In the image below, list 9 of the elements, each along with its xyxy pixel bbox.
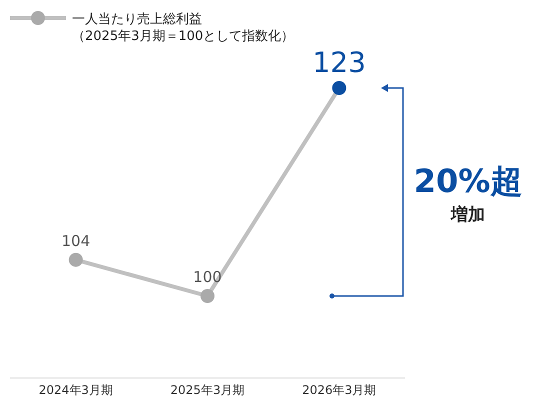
data-label: 100 — [193, 268, 222, 286]
text: 増加 — [450, 204, 485, 225]
x-tick-label: 2026年3月期 — [302, 383, 376, 397]
text: 20%超 — [414, 162, 522, 200]
data-label: 123 — [312, 46, 366, 79]
data-label: 104 — [62, 232, 90, 250]
x-tick-label: 2024年3月期 — [38, 383, 113, 397]
legend-label: 一人当たり売上総利益（2025年3月期＝100として指数化） — [72, 12, 294, 44]
x-tick-label: 2025年3月期 — [170, 383, 245, 397]
